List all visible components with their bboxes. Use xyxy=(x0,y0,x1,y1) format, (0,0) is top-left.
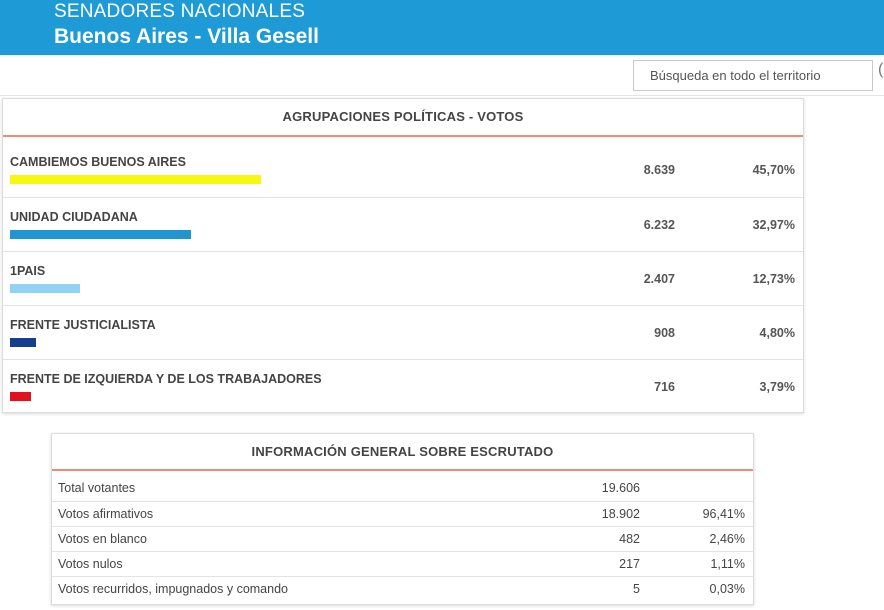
party-name: CAMBIEMOS BUENOS AIRES xyxy=(10,155,186,169)
info-label: Votos recurridos, impugnados y comando xyxy=(58,582,288,596)
info-row: Votos afirmativos 18.902 96,41% xyxy=(52,501,753,526)
info-label: Votos afirmativos xyxy=(58,507,154,521)
info-panel: INFORMACIÓN GENERAL SOBRE ESCRUTADO Tota… xyxy=(51,433,754,605)
party-votes: 2.407 xyxy=(643,272,675,286)
party-votes: 716 xyxy=(654,380,675,394)
party-votes: 8.639 xyxy=(643,163,675,177)
page-title: SENADORES NACIONALES xyxy=(54,1,306,22)
info-list: Total votantes 19.606 Votos afirmativos 18.… xyxy=(52,476,753,601)
search-input[interactable] xyxy=(633,60,873,91)
info-value: 5 xyxy=(633,582,640,596)
info-percent: 96,41% xyxy=(702,507,745,521)
party-name: FRENTE DE IZQUIERDA Y DE LOS TRABAJADORE… xyxy=(10,372,322,386)
party-percent: 3,79% xyxy=(759,380,795,394)
party-row: FRENTE DE IZQUIERDA Y DE LOS TRABAJADORE… xyxy=(3,359,803,413)
info-value: 18.902 xyxy=(601,507,640,521)
info-panel-title: INFORMACIÓN GENERAL SOBRE ESCRUTADO xyxy=(52,434,753,471)
party-percent: 32,97% xyxy=(752,218,795,232)
info-label: Votos nulos xyxy=(58,557,123,571)
info-value: 482 xyxy=(619,532,640,546)
info-row: Total votantes 19.606 xyxy=(52,476,753,501)
info-percent: 2,46% xyxy=(709,532,745,546)
party-row: FRENTE JUSTICIALISTA 908 4,80% xyxy=(3,305,803,359)
party-vote-bar xyxy=(10,230,191,239)
search-icon[interactable]: ( xyxy=(878,61,884,78)
party-votes: 6.232 xyxy=(643,218,675,232)
parties-panel: AGRUPACIONES POLÍTICAS - VOTOS CAMBIEMOS… xyxy=(2,98,804,413)
page-subtitle: Buenos Aires - Villa Gesell xyxy=(54,25,319,48)
party-vote-bar xyxy=(10,338,36,347)
party-row: CAMBIEMOS BUENOS AIRES 8.639 45,70% xyxy=(3,143,803,197)
party-percent: 45,70% xyxy=(752,163,795,177)
info-row: Votos recurridos, impugnados y comando 5 0… xyxy=(52,576,753,601)
parties-list: CAMBIEMOS BUENOS AIRES 8.639 45,70% UNIDAD … xyxy=(3,143,803,413)
party-votes: 908 xyxy=(654,326,675,340)
info-label: Total votantes xyxy=(58,481,136,495)
search-bar: ( xyxy=(0,55,884,96)
party-row: UNIDAD CIUDADANA 6.232 32,97% xyxy=(3,197,803,251)
party-vote-bar xyxy=(10,284,80,293)
party-row: 1PAIS 2.407 12,73% xyxy=(3,251,803,305)
info-percent: 1,11% xyxy=(710,557,745,571)
info-percent: 0,03% xyxy=(709,582,745,596)
party-name: UNIDAD CIUDADANA xyxy=(10,210,138,224)
header-bar: SENADORES NACIONALES Buenos Aires - Vill… xyxy=(0,0,884,55)
party-name: FRENTE JUSTICIALISTA xyxy=(10,318,156,332)
info-row: Votos nulos 217 1,11% xyxy=(52,551,753,576)
info-value: 19.606 xyxy=(601,481,640,495)
party-percent: 12,73% xyxy=(752,272,795,286)
info-value: 217 xyxy=(619,557,640,571)
parties-panel-title: AGRUPACIONES POLÍTICAS - VOTOS xyxy=(3,99,803,137)
info-label: Votos en blanco xyxy=(58,532,147,546)
party-vote-bar xyxy=(10,392,31,401)
info-row: Votos en blanco 482 2,46% xyxy=(52,526,753,551)
party-vote-bar xyxy=(10,175,261,184)
party-percent: 4,80% xyxy=(759,326,795,340)
party-name: 1PAIS xyxy=(10,264,46,278)
